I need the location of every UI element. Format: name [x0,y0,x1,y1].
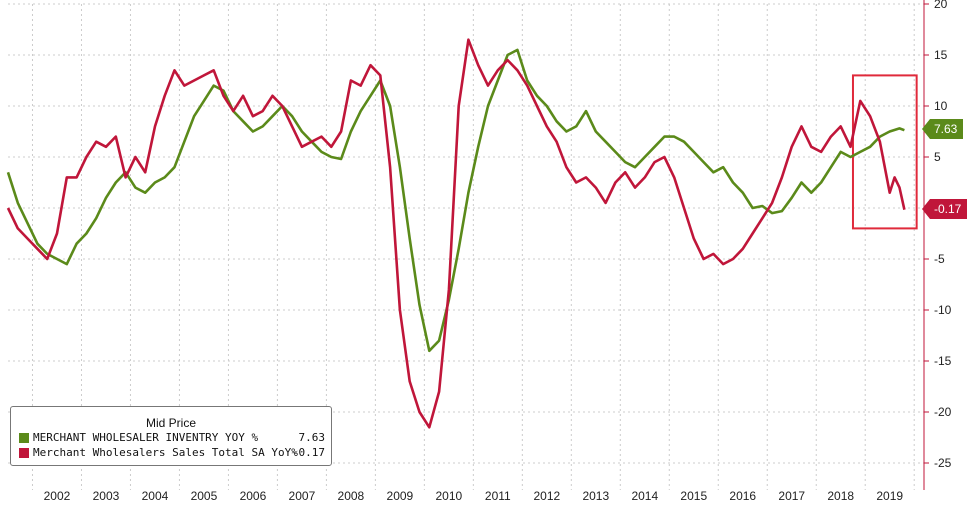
y-tick-label--10: -10 [934,303,952,317]
x-tick-label-2003: 2003 [93,489,120,503]
x-tick-label-2005: 2005 [191,489,218,503]
series-layer [6,38,906,429]
series-line-1 [6,48,905,353]
x-tick-label-2008: 2008 [338,489,365,503]
series-1-last-value-badge: 7.63 [921,119,964,139]
x-tick-label-2011: 2011 [485,489,511,503]
y-tick-label--25: -25 [934,456,952,470]
legend-value-sales: -0.17 [291,446,325,459]
legend-item-sales: Merchant Wholesalers Sales Total SA YoY%… [11,445,331,460]
highlight-rectangle [851,74,918,230]
legend-swatch-red [19,448,29,458]
x-tick-label-2019: 2019 [876,489,903,503]
x-tick-label-2018: 2018 [827,489,854,503]
x-tick-label-2012: 2012 [533,489,560,503]
legend-label-sales: Merchant Wholesalers Sales Total SA YoY% [33,446,298,459]
legend-title: Mid Price [145,416,196,430]
legend-swatch-green [19,433,29,443]
x-tick-label-2014: 2014 [631,489,658,503]
x-tick-label-2016: 2016 [729,489,756,503]
x-axis-ticks: 2002 2003 2004 2005 2006 2007 2008 2009 2010 2011… [44,489,904,503]
x-tick-label-2004: 2004 [142,489,169,503]
legend-value-inventory: 7.63 [298,431,326,444]
y-tick-label-10: 10 [934,99,948,113]
y-tick-label--5: -5 [934,252,945,266]
legend-label-inventory: MERCHANT WHOLESALER INVENTRY YOY % [33,431,259,444]
y-tick-label-5: 5 [934,150,941,164]
legend-item-inventory: MERCHANT WHOLESALER INVENTRY YOY % 7.63 [11,430,331,445]
x-tick-label-2009: 2009 [387,489,414,503]
x-tick-label-2007: 2007 [289,489,316,503]
x-tick-label-2013: 2013 [582,489,609,503]
gridlines [8,3,924,464]
y-tick-label-20: 20 [934,0,948,11]
series-line-2 [6,38,906,429]
y-tick-label-15: 15 [934,48,948,62]
x-tick-label-2006: 2006 [240,489,267,503]
y-axis-ticks: -25-20-15-10-505101520 [924,0,952,470]
y-tick-label--15: -15 [934,354,952,368]
series-2-last-value-badge: -0.17 [921,199,968,219]
x-tick-label-2010: 2010 [436,489,463,503]
y-tick-label--20: -20 [934,405,952,419]
x-tick-label-2015: 2015 [680,489,707,503]
x-tick-label-2002: 2002 [44,489,71,503]
legend: Mid Price MERCHANT WHOLESALER INVENTRY Y… [10,406,332,466]
x-tick-label-2017: 2017 [778,489,805,503]
